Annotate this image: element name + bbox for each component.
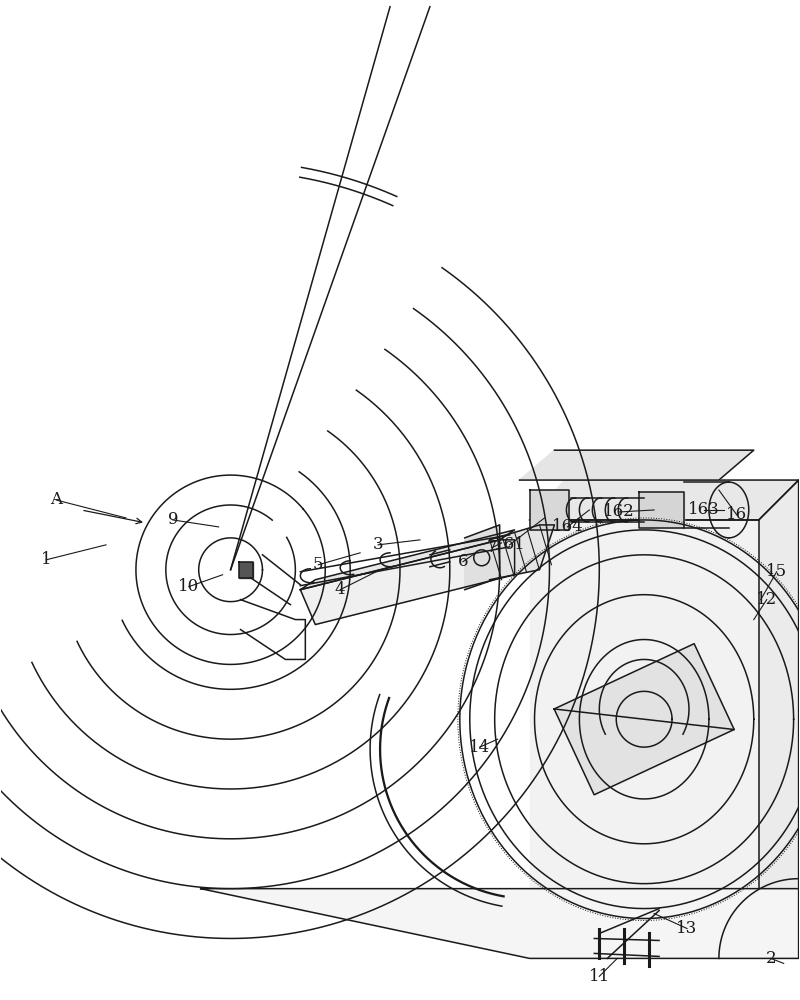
- Polygon shape: [238, 562, 253, 578]
- Text: 10: 10: [178, 578, 199, 595]
- Polygon shape: [490, 525, 554, 580]
- Polygon shape: [300, 530, 514, 590]
- Polygon shape: [201, 889, 798, 958]
- Text: 164: 164: [551, 518, 583, 535]
- Polygon shape: [465, 525, 500, 590]
- Polygon shape: [530, 480, 798, 520]
- Text: 12: 12: [756, 591, 778, 608]
- Polygon shape: [300, 540, 514, 625]
- Text: A: A: [50, 491, 62, 508]
- Polygon shape: [519, 450, 754, 480]
- Text: 14: 14: [469, 739, 490, 756]
- Text: 162: 162: [603, 503, 635, 520]
- Text: 7: 7: [486, 539, 497, 556]
- Polygon shape: [530, 490, 570, 530]
- Text: 1: 1: [41, 551, 51, 568]
- Text: 13: 13: [676, 920, 698, 937]
- Polygon shape: [554, 644, 734, 795]
- Text: 163: 163: [688, 501, 720, 518]
- Text: 6: 6: [458, 553, 468, 570]
- Text: 3: 3: [373, 536, 383, 553]
- Text: 15: 15: [766, 563, 787, 580]
- Text: 9: 9: [167, 511, 178, 528]
- Polygon shape: [639, 492, 684, 528]
- Text: 5: 5: [313, 556, 323, 573]
- Text: 4: 4: [335, 581, 346, 598]
- Text: 2: 2: [766, 950, 776, 967]
- Text: 11: 11: [589, 968, 610, 985]
- Polygon shape: [758, 480, 798, 948]
- Text: 161: 161: [494, 536, 526, 553]
- Text: 16: 16: [726, 506, 747, 523]
- Polygon shape: [530, 520, 758, 948]
